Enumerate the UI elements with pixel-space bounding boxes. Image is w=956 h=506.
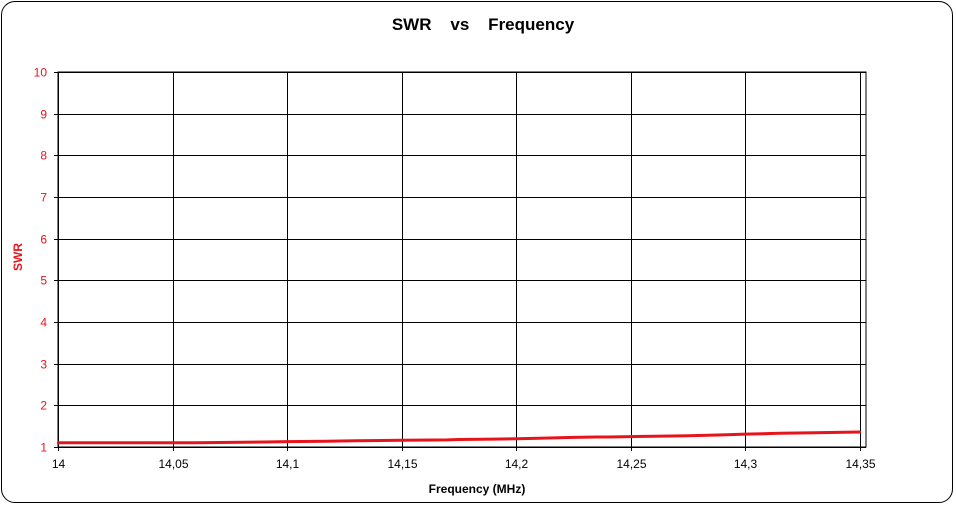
x-axis-title: Frequency (MHz) — [428, 482, 526, 496]
x-tick-label: 14,15 — [387, 457, 417, 471]
swr-data-point — [400, 439, 403, 442]
swr-data-point — [228, 441, 232, 444]
swr-data-point — [446, 438, 449, 442]
swr-data-point — [778, 432, 781, 435]
y-tick-label: 4 — [40, 316, 47, 330]
swr-data-point — [285, 440, 289, 443]
swr-data-point — [102, 441, 106, 444]
swr-data-point — [606, 435, 610, 439]
swr-data-point — [858, 430, 862, 434]
swr-series-line — [58, 430, 861, 445]
chart-title: SWR vs Frequency — [391, 15, 575, 34]
y-tick-label: 6 — [40, 233, 47, 247]
x-tick-label: 14 — [52, 457, 66, 471]
y-tick-label: 5 — [40, 274, 47, 288]
swr-data-point — [595, 435, 598, 439]
swr-data-point — [194, 441, 197, 444]
x-tick-label: 14,1 — [276, 457, 300, 471]
y-tick-label: 2 — [40, 399, 47, 413]
swr-data-point — [813, 431, 816, 434]
y-tick-label: 8 — [40, 149, 47, 163]
x-tick-label: 14,05 — [158, 457, 188, 471]
y-tick-label: 1 — [40, 441, 47, 455]
swr-data-point — [324, 440, 328, 443]
swr-data-point — [744, 432, 747, 436]
swr-data-point — [721, 433, 724, 437]
swr-data-point — [354, 439, 358, 442]
swr-data-point — [652, 435, 655, 438]
y-tick-label: 10 — [34, 66, 48, 80]
y-tick-label: 7 — [40, 191, 47, 205]
swr-data-point — [686, 434, 690, 437]
x-tick-label: 14,25 — [616, 457, 646, 471]
swr-data-point — [515, 437, 518, 440]
swr-data-point — [457, 438, 461, 441]
x-tick-label: 14,3 — [734, 457, 758, 471]
swr-data-point — [148, 441, 151, 444]
swr-data-point — [629, 435, 633, 438]
y-tick-label: 3 — [40, 358, 47, 372]
swr-data-point — [572, 436, 575, 439]
y-tick-label: 9 — [40, 108, 47, 122]
swr-data-point — [492, 437, 495, 441]
x-tick-label: 14,2 — [505, 457, 529, 471]
swr-data-point — [56, 441, 60, 444]
plot-border — [57, 71, 867, 448]
swr-data-point — [263, 440, 266, 444]
x-tick-label: 14,35 — [845, 457, 875, 471]
swr-data-point — [538, 437, 541, 440]
swr-data-point — [835, 431, 839, 434]
